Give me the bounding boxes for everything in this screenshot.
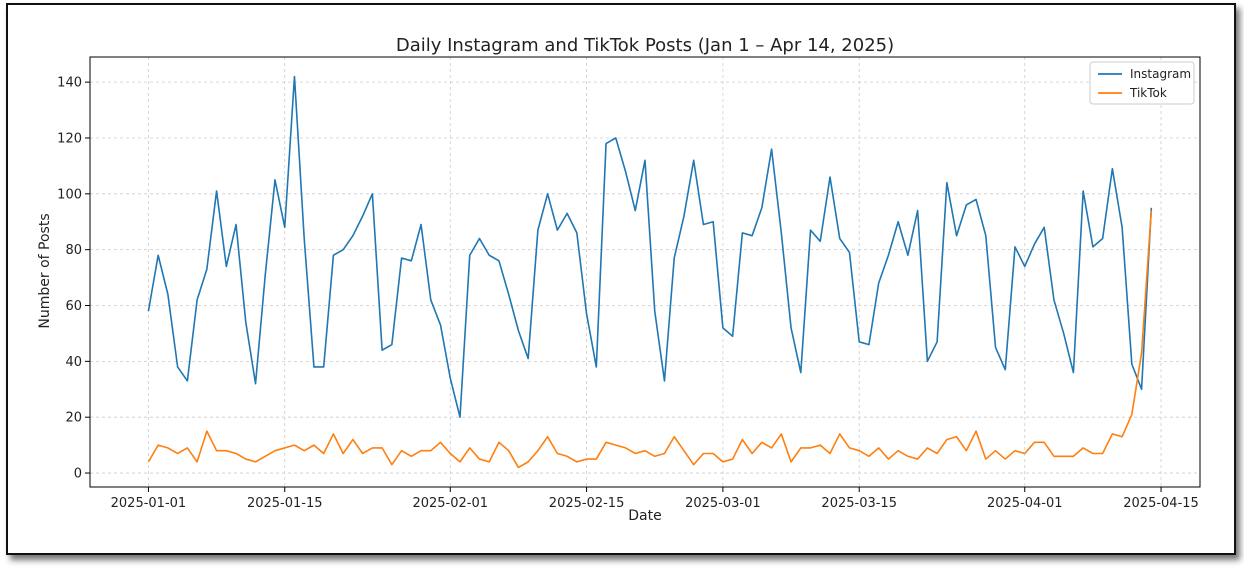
y-tick-label: 20 (65, 411, 82, 426)
y-tick-label: 0 (74, 467, 82, 482)
x-tick-label: 2025-04-15 (1123, 496, 1199, 511)
x-tick-label: 2025-01-15 (247, 496, 323, 511)
chart-frame (6, 3, 1236, 555)
grid (90, 57, 1200, 487)
chart-title: Daily Instagram and TikTok Posts (Jan 1 … (396, 35, 894, 56)
y-tick-label: 140 (57, 76, 82, 91)
series-lines (147, 75, 1153, 469)
x-tick-label: 2025-02-01 (412, 496, 488, 511)
x-tick-label: 2025-04-01 (987, 496, 1063, 511)
y-tick-label: 100 (57, 187, 82, 202)
y-tick-label: 60 (65, 299, 82, 314)
y-axis-label: Number of Posts (37, 213, 53, 328)
x-tick-label: 2025-02-15 (549, 496, 625, 511)
y-tick-label: 80 (65, 243, 82, 258)
legend-label-tiktok: TikTok (1129, 86, 1167, 100)
x-tick-label: 2025-03-15 (821, 496, 897, 511)
plot-area-border (89, 56, 1201, 488)
y-axis-ticks: 0 20 40 60 80 100 120 140 (57, 76, 90, 482)
x-tick-label: 2025-03-01 (685, 496, 761, 511)
series-line-instagram (147, 75, 1153, 418)
y-tick-label: 40 (65, 355, 82, 370)
x-tick-label: 2025-01-01 (111, 496, 187, 511)
legend-label-instagram: Instagram (1130, 67, 1191, 81)
x-axis-ticks: 2025-01-01 2025-01-15 2025-02-01 2025-02-15… (111, 487, 1199, 511)
series-line-tiktok (147, 210, 1153, 469)
legend: Instagram TikTok (1089, 61, 1195, 105)
y-tick-label: 120 (57, 131, 82, 146)
x-axis-label: Date (628, 508, 661, 524)
